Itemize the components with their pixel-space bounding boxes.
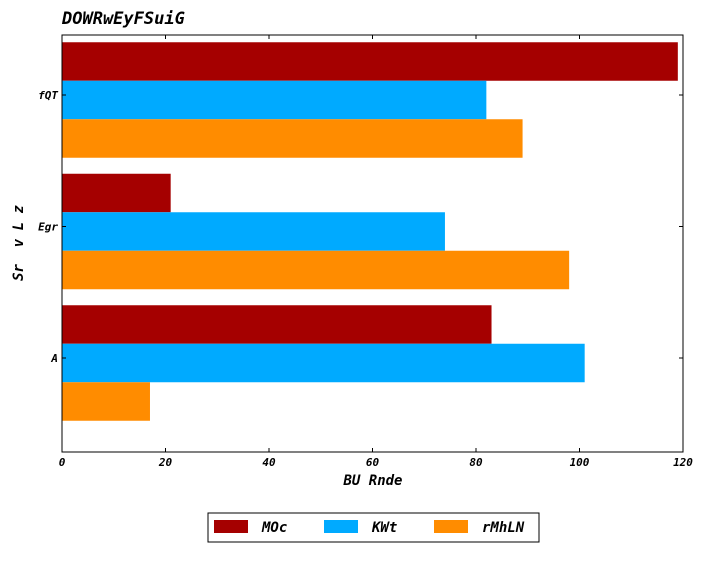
legend-swatch-MOc (214, 520, 248, 533)
x-axis-label: BU Rnde (342, 473, 402, 489)
bar-rMhLN-A (62, 382, 150, 421)
y-tick-label: Egr (38, 221, 58, 234)
bars-layer (62, 42, 678, 421)
bar-KWt-Egr (62, 212, 445, 251)
x-tick-label: 0 (59, 456, 66, 469)
legend-swatch-rMhLN (434, 520, 468, 533)
y-tick-label: fQT (38, 89, 58, 102)
bar-rMhLN-Egr (62, 250, 570, 290)
legend-label-KWt: KWt (371, 520, 397, 536)
bar-KWt-fQT (62, 80, 487, 120)
bar-KWt-A (62, 343, 585, 383)
y-axis-label: Sr v L z (11, 205, 27, 281)
ticks-layer: 0 20 40 60 80 100 120 A Egr fQT (38, 35, 693, 469)
legend-frame (207, 512, 540, 543)
bar-rMhLN-fQT (62, 119, 523, 158)
x-tick-label: 100 (570, 456, 590, 469)
bar-MOc-fQT (62, 42, 678, 81)
x-tick-label: 120 (673, 456, 693, 469)
x-tick-label: 80 (469, 456, 483, 469)
legend-label-rMhLN: rMhLN (482, 520, 525, 536)
x-tick-label: 60 (366, 456, 380, 469)
x-tick-label: 20 (158, 456, 173, 469)
chart-title: DOWRwEyFSuiG (61, 9, 185, 29)
legend-label-MOc: MOc (261, 520, 287, 536)
y-tick-label: A (50, 352, 58, 365)
legend-swatch-KWt (324, 520, 358, 533)
x-tick-label: 40 (262, 456, 276, 469)
legend: MOc KWt rMhLN (207, 512, 540, 543)
bar-MOc-Egr (62, 173, 171, 213)
bar-MOc-A (62, 305, 492, 344)
